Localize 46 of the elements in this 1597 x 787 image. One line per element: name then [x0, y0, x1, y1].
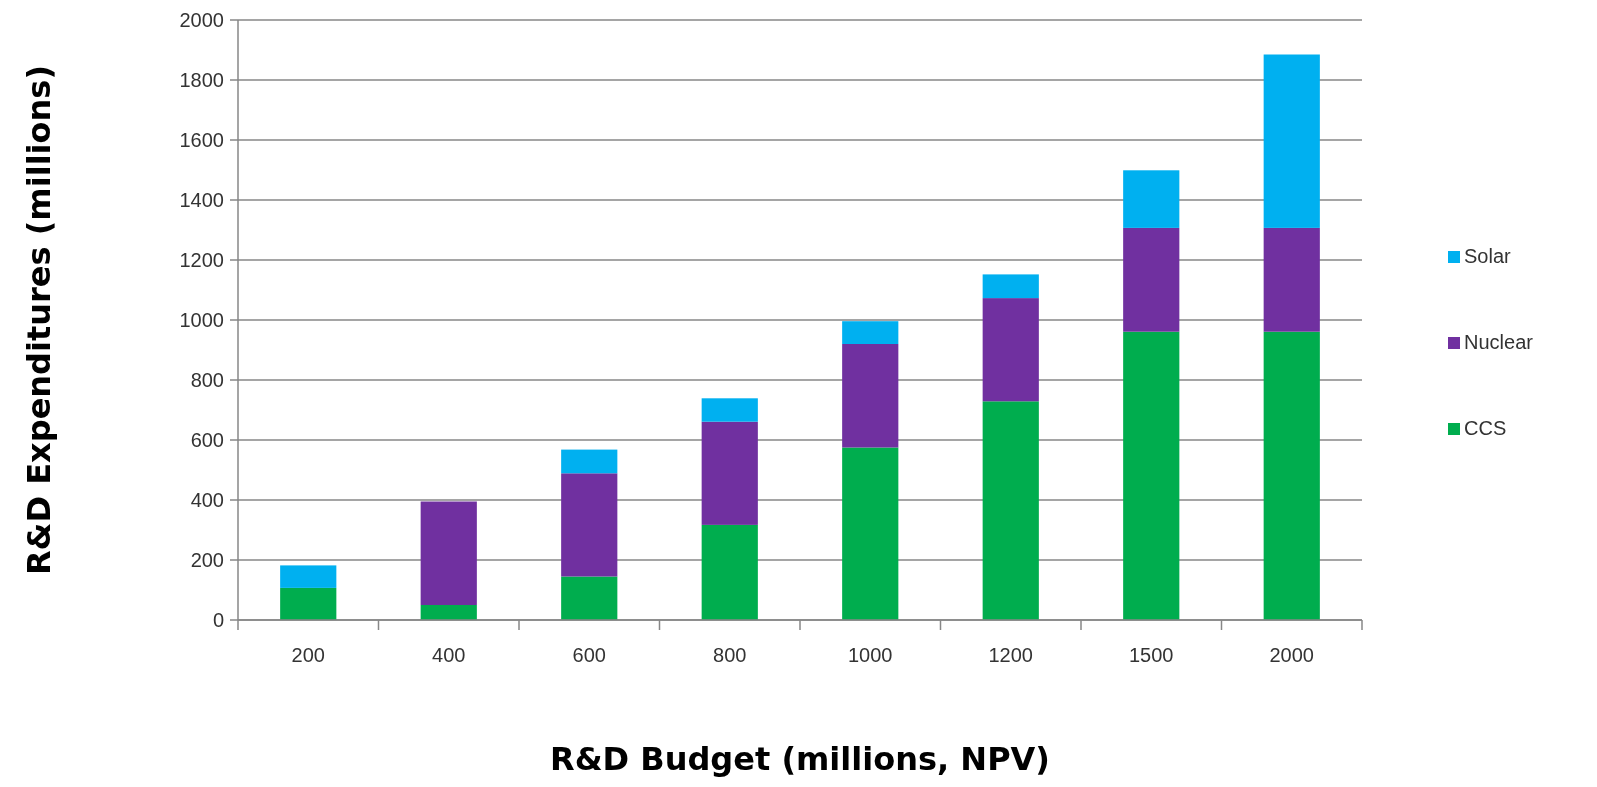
y-tick-label: 2000 [179, 9, 224, 31]
y-tick-label: 1800 [179, 69, 224, 91]
y-tick-label: 1600 [179, 129, 224, 151]
bar [561, 576, 618, 620]
bar [982, 298, 1039, 402]
bar [842, 344, 899, 448]
bar [1123, 331, 1180, 620]
bar [420, 605, 477, 620]
bar [842, 321, 899, 344]
x-tick-label: 1200 [988, 644, 1033, 666]
x-tick-label: 1500 [1129, 644, 1174, 666]
x-tick-label: 800 [713, 644, 747, 666]
legend-label: Nuclear [1464, 331, 1534, 353]
y-tick-label: 1200 [179, 249, 224, 271]
bar [280, 565, 337, 588]
bar [842, 447, 899, 620]
bar [982, 401, 1039, 620]
y-tick-label: 600 [190, 429, 224, 451]
y-tick-label: 800 [190, 369, 224, 391]
y-tick-label: 1000 [179, 309, 224, 331]
legend-label: Solar [1464, 245, 1512, 267]
bar [982, 274, 1039, 299]
y-tick-label: 0 [212, 609, 224, 631]
x-tick-label: 200 [291, 644, 325, 666]
bar [1263, 54, 1320, 228]
bar [420, 501, 477, 605]
x-tick-label: 1000 [848, 644, 893, 666]
y-tick-label: 1400 [179, 189, 224, 211]
x-tick-label: 400 [432, 644, 466, 666]
y-tick-label: 400 [190, 489, 224, 511]
x-axis-title: R&D Budget (millions, NPV) [550, 740, 1050, 778]
bar [701, 524, 758, 620]
bar [701, 421, 758, 525]
bar [561, 449, 618, 474]
y-axis-title: R&D Expenditures (millions) [20, 64, 58, 576]
x-tick-label: 600 [572, 644, 606, 666]
bar [1263, 331, 1320, 620]
legend-label: CCS [1464, 417, 1507, 439]
bar [1123, 170, 1180, 228]
bar [280, 587, 337, 620]
x-tick-label: 2000 [1269, 644, 1314, 666]
y-tick-label: 200 [190, 549, 224, 571]
bar [561, 473, 618, 577]
bar [1263, 227, 1320, 332]
bar [701, 398, 758, 422]
bar [1123, 227, 1180, 332]
